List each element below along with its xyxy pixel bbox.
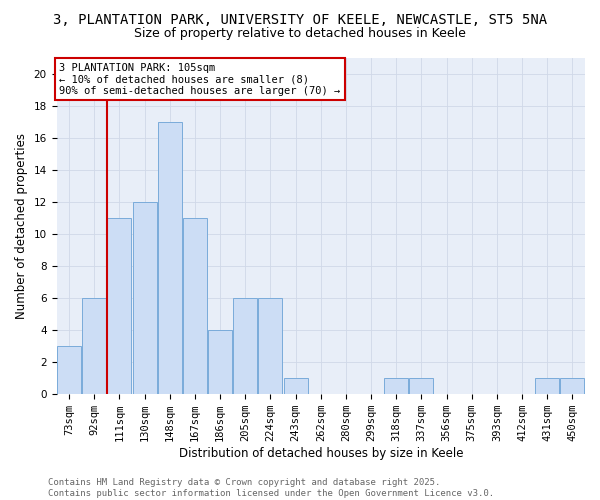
Bar xyxy=(183,218,207,394)
Bar xyxy=(208,330,232,394)
Bar xyxy=(57,346,81,394)
Bar xyxy=(133,202,157,394)
Bar xyxy=(284,378,308,394)
Text: 3, PLANTATION PARK, UNIVERSITY OF KEELE, NEWCASTLE, ST5 5NA: 3, PLANTATION PARK, UNIVERSITY OF KEELE,… xyxy=(53,12,547,26)
Bar xyxy=(107,218,131,394)
Bar xyxy=(409,378,433,394)
Bar xyxy=(82,298,106,394)
Y-axis label: Number of detached properties: Number of detached properties xyxy=(15,133,28,319)
Bar xyxy=(535,378,559,394)
X-axis label: Distribution of detached houses by size in Keele: Distribution of detached houses by size … xyxy=(179,447,463,460)
Text: Size of property relative to detached houses in Keele: Size of property relative to detached ho… xyxy=(134,28,466,40)
Bar xyxy=(233,298,257,394)
Bar xyxy=(560,378,584,394)
Bar xyxy=(385,378,408,394)
Bar xyxy=(259,298,283,394)
Text: 3 PLANTATION PARK: 105sqm
← 10% of detached houses are smaller (8)
90% of semi-d: 3 PLANTATION PARK: 105sqm ← 10% of detac… xyxy=(59,62,340,96)
Text: Contains HM Land Registry data © Crown copyright and database right 2025.
Contai: Contains HM Land Registry data © Crown c… xyxy=(48,478,494,498)
Bar xyxy=(158,122,182,394)
